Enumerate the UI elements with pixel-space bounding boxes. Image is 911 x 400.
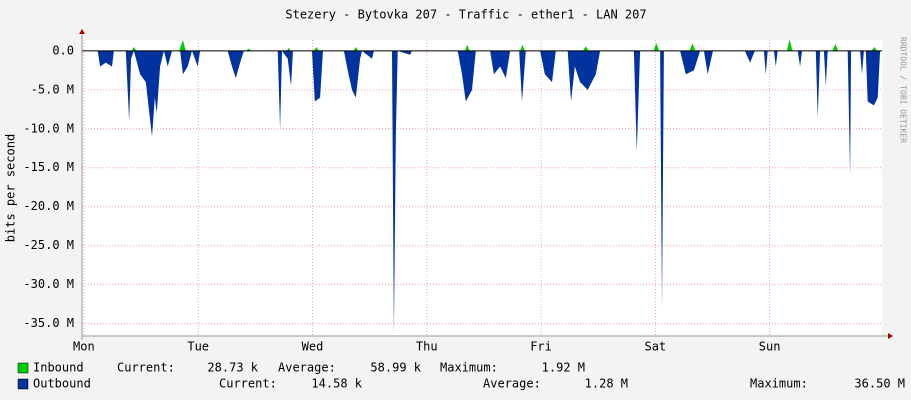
stat-label: Maximum: <box>440 361 498 375</box>
stat-value: 36.50 M <box>854 377 905 391</box>
y-tick-label: -35.0 M <box>23 316 74 330</box>
x-tick-label: Fri <box>530 340 552 354</box>
x-tick-label: Thu <box>416 340 438 354</box>
stat-label: Current: <box>219 377 277 391</box>
stat-value: 14.58 k <box>311 377 362 391</box>
x-tick-label: Tue <box>187 340 209 354</box>
y-tick-label: -25.0 M <box>23 238 74 252</box>
stat-value: 28.73 k <box>207 361 258 375</box>
stat-label: Average: <box>278 361 336 375</box>
stat-value: 1.28 M <box>585 377 628 391</box>
stat-label: Average: <box>483 377 541 391</box>
legend-label: Outbound <box>33 377 91 391</box>
legend-swatch <box>17 362 29 374</box>
x-tick-label: Sun <box>759 340 781 354</box>
stat-value: 1.92 M <box>542 361 585 375</box>
y-tick-label: -10.0 M <box>23 121 74 135</box>
axis-arrow <box>79 29 85 34</box>
plot-area <box>82 40 882 336</box>
y-axis-label: bits per second <box>4 134 18 242</box>
watermark: RRDTOOL / TOBI OETIKER <box>899 37 908 143</box>
y-tick-label: -30.0 M <box>23 277 74 291</box>
stat-value: 58.99 k <box>370 361 421 375</box>
legend-label: Inbound <box>33 361 84 375</box>
x-tick-label: Wed <box>302 340 324 354</box>
y-tick-label: 0.0 <box>52 43 74 57</box>
stat-label: Maximum: <box>750 377 808 391</box>
chart-title: Stezery - Bytovka 207 - Traffic - ether1… <box>285 8 646 22</box>
x-tick-label: Mon <box>73 340 95 354</box>
x-tick-label: Sat <box>644 340 666 354</box>
y-tick-label: -5.0 M <box>31 82 74 96</box>
y-tick-label: -20.0 M <box>23 199 74 213</box>
stat-label: Current: <box>117 361 175 375</box>
axis-arrow <box>888 333 893 339</box>
y-tick-label: -15.0 M <box>23 160 74 174</box>
legend-swatch <box>17 378 29 390</box>
